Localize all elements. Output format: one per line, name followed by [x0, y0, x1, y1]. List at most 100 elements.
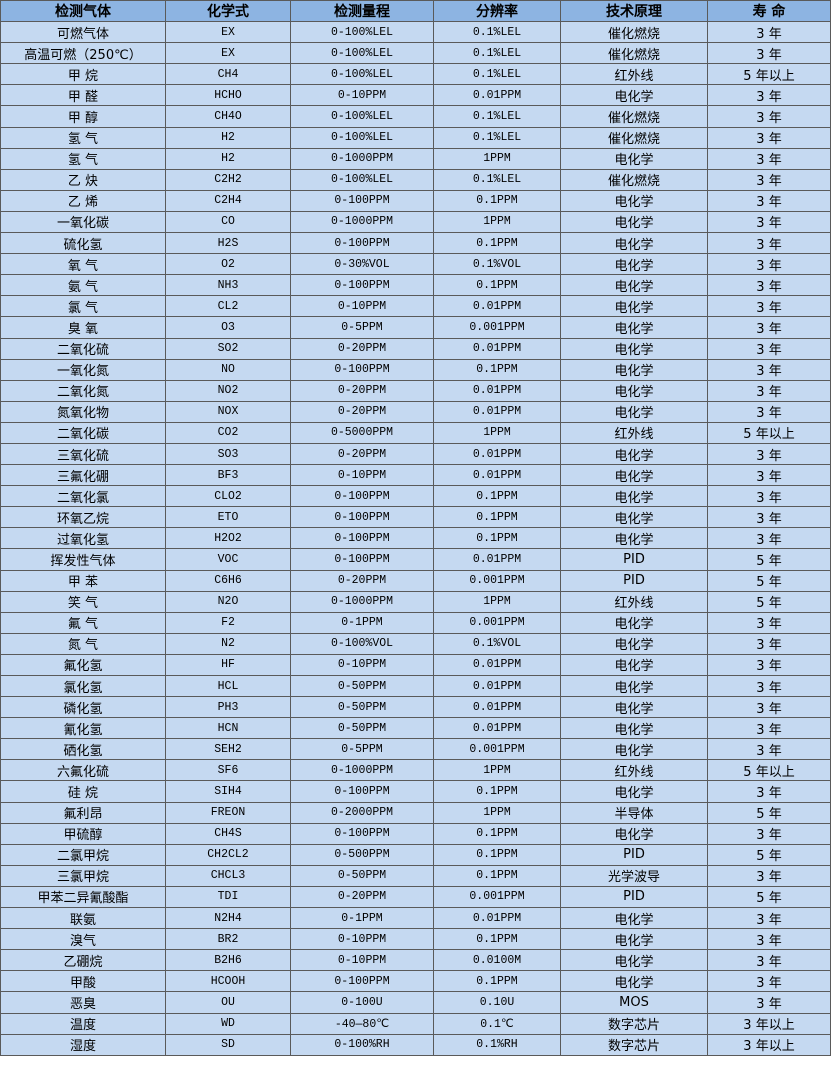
cell-gas: 二氧化硫	[0, 337, 166, 360]
cell-resolution: 0.01PPM	[433, 717, 561, 740]
cell-gas: 乙 炔	[0, 168, 166, 191]
cell-principle: 电化学	[560, 379, 708, 402]
cell-range: 0-100PPM	[290, 232, 434, 255]
cell-gas: 温度	[0, 1012, 166, 1035]
cell-principle: 半导体	[560, 801, 708, 824]
table-row: 氧 气 O2 0-30%VOL 0.1%VOL 电化学 3 年	[0, 253, 831, 276]
cell-gas: 甲 醇	[0, 105, 166, 128]
cell-gas: 氧 气	[0, 253, 166, 276]
cell-gas: 甲 烷	[0, 63, 166, 86]
cell-formula: OU	[165, 991, 291, 1014]
table-row: 恶臭 OU 0-100U 0.10U MOS 3 年	[0, 991, 831, 1014]
cell-lifetime: 3 年	[707, 358, 831, 381]
cell-principle: 电化学	[560, 738, 708, 761]
cell-range: 0-5PPM	[290, 738, 434, 761]
cell-resolution: 0.1%VOL	[433, 253, 561, 276]
cell-gas: 一氧化碳	[0, 210, 166, 234]
cell-gas: 臭 氧	[0, 316, 166, 339]
cell-principle: 光学波导	[560, 864, 708, 887]
cell-resolution: 0.1PPM	[433, 970, 561, 993]
table-row: 氮氧化物 NOX 0-20PPM 0.01PPM 电化学 3 年	[0, 400, 831, 423]
cell-formula: NO	[165, 358, 291, 381]
cell-range: 0-100PPM	[290, 780, 434, 803]
cell-resolution: 0.001PPM	[433, 316, 561, 339]
cell-lifetime: 3 年	[707, 21, 831, 44]
cell-resolution: 1PPM	[433, 210, 561, 234]
cell-formula: FREON	[165, 801, 291, 824]
cell-lifetime: 3 年	[707, 780, 831, 803]
table-row: 氮 气 N2 0-100%VOL 0.1%VOL 电化学 3 年	[0, 632, 831, 655]
cell-formula: CH4	[165, 63, 291, 86]
cell-principle: 电化学	[560, 84, 708, 107]
header-resolution: 分辨率	[433, 0, 561, 23]
table-row: 氢 气 H2 0-100%LEL 0.1%LEL 催化燃烧 3 年	[0, 126, 831, 149]
table-row: 六氟化硫 SF6 0-1000PPM 1PPM 红外线 5 年以上	[0, 759, 831, 782]
cell-range: 0-50PPM	[290, 674, 434, 698]
cell-range: -40—80℃	[290, 1012, 434, 1035]
cell-resolution: 0.001PPM	[433, 569, 561, 592]
cell-lifetime: 3 年	[707, 210, 831, 234]
cell-formula: CH4O	[165, 105, 291, 128]
table-body: 可燃气体 EX 0-100%LEL 0.1%LEL 催化燃烧 3 年高温可燃（250℃） E…	[0, 21, 831, 1056]
cell-range: 0-1000PPM	[290, 759, 434, 782]
table-row: 氢 气 H2 0-1000PPM 1PPM 电化学 3 年	[0, 147, 831, 170]
table-row: 氯 气 CL2 0-10PPM 0.01PPM 电化学 3 年	[0, 295, 831, 318]
cell-formula: VOC	[165, 548, 291, 571]
cell-principle: 电化学	[560, 717, 708, 740]
table-row: 臭 氧 O3 0-5PPM 0.001PPM 电化学 3 年	[0, 316, 831, 339]
cell-formula: SIH4	[165, 780, 291, 803]
cell-principle: 电化学	[560, 232, 708, 255]
cell-resolution: 0.1PPM	[433, 822, 561, 845]
table-row: 二氧化硫 SO2 0-20PPM 0.01PPM 电化学 3 年	[0, 337, 831, 360]
table-row: 过氧化氢 H2O2 0-100PPM 0.1PPM 电化学 3 年	[0, 527, 831, 550]
cell-resolution: 1PPM	[433, 421, 561, 444]
cell-lifetime: 3 年	[707, 822, 831, 845]
cell-gas: 硫化氢	[0, 232, 166, 255]
cell-range: 0-100%LEL	[290, 63, 434, 86]
cell-gas: 甲 醛	[0, 84, 166, 107]
cell-range: 0-5000PPM	[290, 421, 434, 444]
cell-gas: 乙硼烷	[0, 949, 166, 972]
cell-resolution: 0.1%LEL	[433, 126, 561, 149]
cell-principle: 电化学	[560, 337, 708, 360]
cell-principle: 红外线	[560, 63, 708, 86]
cell-lifetime: 3 年	[707, 126, 831, 149]
cell-resolution: 0.01PPM	[433, 907, 561, 930]
cell-formula: HCOOH	[165, 970, 291, 993]
cell-resolution: 0.1%LEL	[433, 105, 561, 128]
cell-formula: F2	[165, 611, 291, 634]
cell-lifetime: 5 年	[707, 885, 831, 909]
cell-range: 0-100PPM	[290, 970, 434, 993]
cell-principle: 红外线	[560, 421, 708, 444]
cell-resolution: 0.1PPM	[433, 527, 561, 550]
cell-resolution: 0.01PPM	[433, 400, 561, 423]
cell-range: 0-100PPM	[290, 548, 434, 571]
cell-range: 0-1000PPM	[290, 210, 434, 234]
cell-resolution: 0.01PPM	[433, 548, 561, 571]
cell-formula: H2	[165, 126, 291, 149]
cell-resolution: 0.10U	[433, 991, 561, 1014]
cell-lifetime: 3 年	[707, 105, 831, 128]
cell-gas: 氰化氢	[0, 717, 166, 740]
cell-formula: NOX	[165, 400, 291, 423]
table-row: 一氧化碳 CO 0-1000PPM 1PPM 电化学 3 年	[0, 210, 831, 234]
cell-range: 0-2000PPM	[290, 801, 434, 824]
cell-formula: N2O	[165, 590, 291, 613]
cell-resolution: 0.01PPM	[433, 696, 561, 719]
table-row: 三氯甲烷 CHCL3 0-50PPM 0.1PPM 光学波导 3 年	[0, 864, 831, 887]
cell-range: 0-10PPM	[290, 84, 434, 107]
cell-resolution: 0.001PPM	[433, 738, 561, 761]
cell-formula: HF	[165, 653, 291, 677]
cell-resolution: 0.01PPM	[433, 674, 561, 698]
table-row: 氨 气 NH3 0-100PPM 0.1PPM 电化学 3 年	[0, 274, 831, 297]
cell-gas: 三氧化硫	[0, 442, 166, 466]
cell-range: 0-100%LEL	[290, 168, 434, 191]
cell-range: 0-100PPM	[290, 358, 434, 381]
cell-gas: 硒化氢	[0, 738, 166, 761]
cell-gas: 甲酸	[0, 970, 166, 993]
cell-formula: CO	[165, 210, 291, 234]
cell-range: 0-50PPM	[290, 864, 434, 887]
table-row: 乙 炔 C2H2 0-100%LEL 0.1%LEL 催化燃烧 3 年	[0, 168, 831, 191]
cell-range: 0-20PPM	[290, 379, 434, 402]
cell-principle: 电化学	[560, 147, 708, 170]
